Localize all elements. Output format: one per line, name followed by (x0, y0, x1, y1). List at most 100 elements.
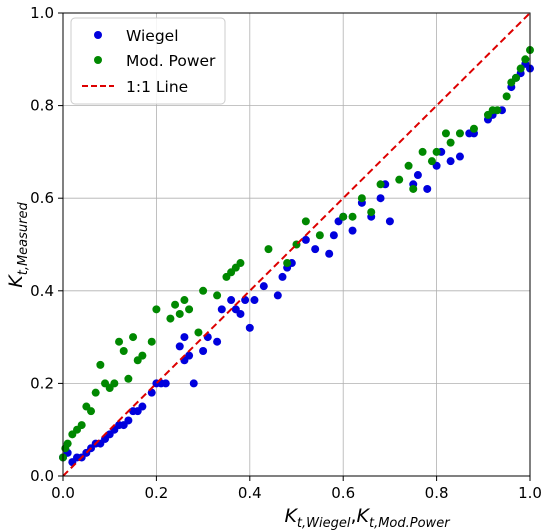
x-tick-label: 0.2 (144, 484, 168, 502)
point-wiegel (311, 245, 320, 254)
point-mod-power (129, 333, 138, 342)
point-wiegel (385, 217, 394, 226)
point-wiegel (273, 291, 282, 300)
point-wiegel (199, 346, 208, 355)
point-mod-power (395, 175, 404, 184)
legend: Wiegel Mod. Power 1:1 Line (70, 17, 226, 105)
y-axis-ticks: 0.0 0.2 0.4 0.6 0.8 1.0 (30, 4, 63, 485)
point-mod-power (96, 360, 105, 369)
point-mod-power (493, 106, 502, 115)
point-mod-power (502, 92, 511, 101)
x-axis-label-symbol-1: K (284, 505, 298, 527)
point-mod-power (199, 286, 208, 295)
point-mod-power (166, 314, 175, 323)
point-wiegel (278, 272, 287, 281)
point-mod-power (367, 208, 376, 217)
y-axis-label: Kt,Measured (5, 202, 31, 288)
point-wiegel (301, 235, 310, 244)
plot-series (59, 13, 534, 476)
point-mod-power (409, 184, 418, 193)
point-mod-power (185, 305, 194, 314)
series-wiegel (59, 59, 534, 467)
point-wiegel (227, 296, 236, 305)
point-wiegel (185, 351, 194, 360)
legend-label-wiegel: Wiegel (126, 27, 179, 45)
point-mod-power (432, 147, 441, 156)
point-mod-power (455, 129, 464, 138)
point-mod-power (264, 245, 273, 254)
series-mod-power (59, 46, 534, 462)
x-axis-ticks: 0.0 0.2 0.4 0.6 0.8 1.0 (51, 476, 542, 502)
x-axis-label-separator: , (350, 505, 356, 527)
legend-box (70, 17, 226, 105)
x-axis-label-subscript-2: t,Mod.Power (369, 516, 451, 530)
point-wiegel (180, 333, 189, 342)
point-mod-power (119, 346, 128, 355)
point-wiegel (213, 337, 222, 346)
point-mod-power (152, 305, 161, 314)
point-mod-power (376, 180, 385, 189)
point-wiegel (175, 342, 184, 351)
point-mod-power (521, 55, 530, 64)
x-axis-label-subscript-1: t,Wiegel (297, 516, 351, 530)
point-wiegel (329, 231, 338, 240)
point-mod-power (124, 374, 133, 383)
point-mod-power (63, 439, 72, 448)
point-wiegel (245, 323, 254, 332)
legend-label-one-to-one-line: 1:1 Line (126, 78, 188, 96)
y-axis-label-subscript: t,Measured (16, 202, 31, 276)
x-tick-label: 1.0 (518, 484, 542, 502)
point-mod-power (348, 212, 357, 221)
point-mod-power (171, 300, 180, 309)
point-mod-power (115, 337, 124, 346)
legend-marker-wiegel (94, 31, 102, 39)
point-wiegel (161, 379, 170, 388)
point-mod-power (446, 138, 455, 147)
point-wiegel (259, 282, 268, 291)
x-axis-label-symbol-2: K (357, 505, 371, 527)
point-mod-power (213, 291, 222, 300)
point-wiegel (124, 416, 133, 425)
point-wiegel (325, 249, 334, 258)
y-axis-label-symbol: K (5, 274, 27, 288)
point-mod-power (441, 129, 450, 138)
point-mod-power (147, 337, 156, 346)
point-mod-power (339, 212, 348, 221)
point-mod-power (91, 388, 100, 397)
point-wiegel (217, 305, 226, 314)
point-mod-power (87, 407, 96, 416)
point-mod-power (418, 147, 427, 156)
x-axis-label: Kt,Wiegel,Kt,Mod.Power (284, 505, 451, 530)
point-wiegel (455, 152, 464, 161)
point-wiegel (423, 184, 432, 193)
y-tick-label: 1.0 (30, 4, 54, 22)
point-mod-power (315, 231, 324, 240)
plot-frame (62, 12, 531, 477)
point-mod-power (511, 73, 520, 82)
point-mod-power (469, 124, 478, 133)
point-mod-power (194, 328, 203, 337)
point-wiegel (236, 309, 245, 318)
y-tick-label: 0.4 (30, 282, 54, 300)
point-wiegel (138, 402, 147, 411)
point-wiegel (250, 296, 259, 305)
x-tick-label: 0.8 (425, 484, 449, 502)
point-mod-power (138, 351, 147, 360)
point-wiegel (189, 379, 198, 388)
y-tick-label: 0.0 (30, 467, 54, 485)
point-mod-power (283, 259, 292, 268)
legend-marker-mod-power (94, 56, 102, 64)
y-tick-label: 0.2 (30, 374, 54, 392)
point-wiegel (413, 171, 422, 180)
point-mod-power (301, 217, 310, 226)
x-tick-label: 0.0 (51, 484, 75, 502)
point-mod-power (404, 161, 413, 170)
x-tick-label: 0.4 (238, 484, 262, 502)
point-mod-power (180, 296, 189, 305)
point-wiegel (348, 226, 357, 235)
point-mod-power (357, 194, 366, 203)
point-wiegel (376, 194, 385, 203)
point-mod-power (516, 64, 525, 73)
point-wiegel (446, 157, 455, 166)
